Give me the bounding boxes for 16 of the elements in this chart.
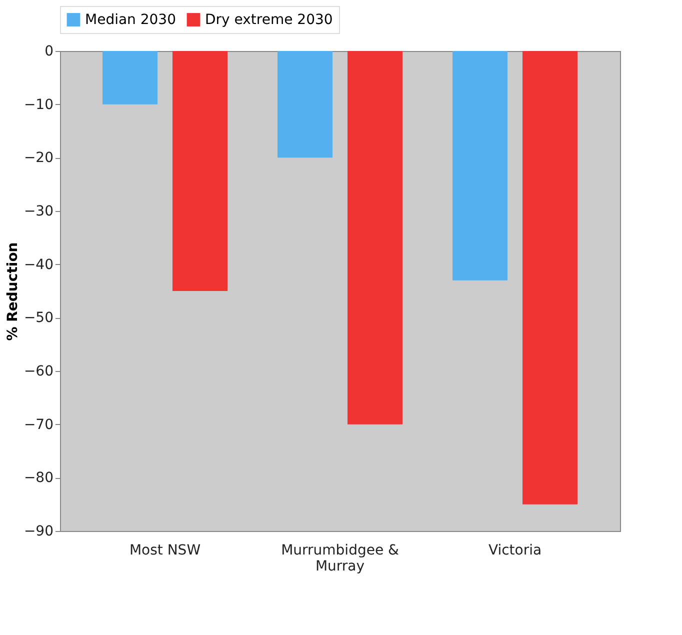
y-axis-title: % Reduction <box>4 242 21 341</box>
x-tick-label: Murrumbidgee & Murray <box>281 542 400 574</box>
x-tick-label: Victoria <box>488 542 542 558</box>
x-tick-label: Most NSW <box>129 542 201 558</box>
legend-label: Median 2030 <box>85 12 176 28</box>
y-tick-label: −40 <box>24 256 54 273</box>
y-tick-label: −20 <box>24 150 54 166</box>
y-tick-label: 0 <box>44 44 54 60</box>
y-tick-label: −60 <box>24 364 54 380</box>
y-tick-label: −70 <box>24 416 54 433</box>
legend-label: Dry extreme 2030 <box>205 12 333 28</box>
y-tick-label: −90 <box>24 524 54 540</box>
y-tick-label: −50 <box>24 310 54 326</box>
y-tick-label: −10 <box>24 96 54 113</box>
y-tick-label: −80 <box>24 470 54 486</box>
y-tick-label: −30 <box>24 204 54 220</box>
